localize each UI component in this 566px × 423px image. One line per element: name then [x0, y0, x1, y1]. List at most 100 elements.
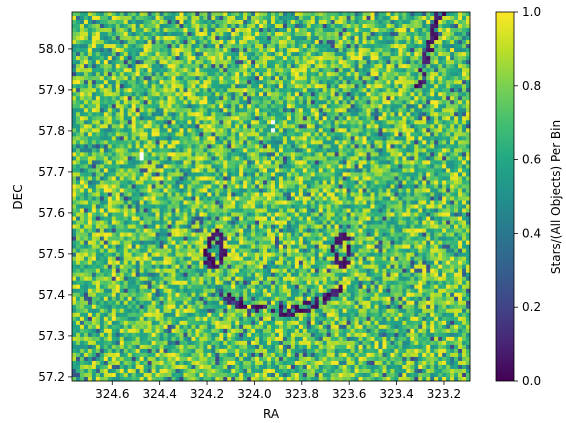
heatmap-cell	[438, 100, 443, 105]
heatmap-cell	[326, 140, 331, 145]
heatmap-cell	[366, 188, 371, 193]
heatmap-cell	[466, 96, 471, 101]
heatmap-cell	[426, 112, 431, 117]
heatmap-cell	[87, 88, 93, 93]
heatmap-cell	[251, 96, 256, 101]
heatmap-cell	[135, 104, 140, 109]
heatmap-cell	[422, 140, 427, 145]
heatmap-cell	[298, 32, 304, 37]
heatmap-cell	[338, 92, 343, 97]
heatmap-cell	[366, 120, 371, 125]
heatmap-cell	[442, 60, 447, 65]
heatmap-cell	[103, 92, 109, 97]
heatmap-cell	[239, 124, 244, 129]
heatmap-cell	[426, 168, 431, 173]
heatmap-cell	[72, 80, 77, 85]
heatmap-cell	[91, 76, 97, 81]
heatmap-cell	[338, 184, 343, 189]
heatmap-cell	[454, 136, 459, 141]
heatmap-cell	[354, 64, 359, 69]
heatmap-cell	[211, 60, 216, 65]
heatmap-cell	[171, 164, 176, 169]
heatmap-cell	[207, 200, 212, 205]
heatmap-cell	[215, 204, 220, 209]
heatmap-cell	[135, 148, 140, 153]
heatmap-cell	[338, 80, 343, 85]
heatmap-cell	[282, 32, 288, 37]
heatmap-cell	[326, 52, 331, 57]
heatmap-cell	[426, 108, 431, 113]
heatmap-cell	[366, 192, 371, 197]
heatmap-cell	[95, 80, 101, 85]
heatmap-cell	[79, 192, 85, 197]
heatmap-cell	[243, 20, 248, 25]
heatmap-cell	[223, 56, 228, 61]
heatmap-cell	[462, 168, 467, 173]
heatmap-cell	[107, 12, 113, 17]
heatmap-cell	[314, 60, 320, 65]
heatmap-cell	[227, 96, 232, 101]
heatmap-cell	[155, 16, 160, 21]
heatmap-cell	[239, 96, 244, 101]
heatmap-cell	[282, 196, 288, 201]
heatmap-cell	[167, 204, 172, 209]
heatmap-cell	[330, 144, 335, 149]
heatmap-cell	[239, 40, 244, 45]
heatmap-cell	[259, 88, 264, 93]
heatmap-cell	[99, 100, 105, 105]
heatmap-cell	[239, 136, 244, 141]
heatmap-cell	[119, 156, 125, 161]
heatmap-cell	[115, 20, 121, 25]
heatmap-cell	[87, 164, 93, 169]
heatmap-cell	[79, 112, 85, 117]
heatmap-cell	[450, 40, 455, 45]
heatmap-cell	[314, 80, 320, 85]
heatmap-cell	[175, 92, 180, 97]
heatmap-cell	[342, 184, 347, 189]
heatmap-cell	[458, 192, 463, 197]
heatmap-cell	[139, 124, 144, 129]
heatmap-cell	[207, 12, 212, 17]
heatmap-cell	[382, 116, 387, 121]
heatmap-cell	[454, 76, 459, 81]
heatmap-cell	[235, 96, 240, 101]
heatmap-cell	[211, 28, 216, 33]
heatmap-cell	[139, 152, 144, 157]
heatmap-cell	[362, 156, 367, 161]
heatmap-cell	[239, 92, 244, 97]
heatmap-cell	[274, 196, 280, 201]
heatmap-cell	[422, 76, 427, 81]
heatmap-cell	[231, 160, 236, 165]
heatmap-cell	[211, 48, 216, 53]
heatmap-cell	[155, 176, 160, 181]
heatmap-cell	[434, 176, 439, 181]
heatmap-cell	[434, 48, 439, 53]
heatmap-cell	[358, 180, 363, 185]
heatmap-cell	[330, 32, 335, 37]
heatmap-cell	[103, 100, 109, 105]
heatmap-cell	[350, 32, 355, 37]
heatmap-cell	[374, 44, 379, 49]
heatmap-cell	[267, 160, 272, 165]
heatmap-cell	[358, 40, 363, 45]
heatmap-cell	[398, 40, 403, 45]
heatmap-cell	[211, 68, 216, 73]
heatmap-cell	[462, 164, 467, 169]
heatmap-cell	[410, 144, 415, 149]
heatmap-cell	[179, 128, 184, 133]
heatmap-cell	[179, 16, 184, 21]
heatmap-cell	[175, 72, 180, 77]
heatmap-cell	[314, 20, 320, 25]
heatmap-cell	[310, 180, 316, 185]
heatmap-cell	[298, 160, 304, 165]
heatmap-cell	[394, 52, 399, 57]
heatmap-cell	[454, 140, 459, 145]
heatmap-cell	[434, 200, 439, 205]
heatmap-cell	[462, 108, 467, 113]
heatmap-cell	[430, 188, 435, 193]
heatmap-cell	[111, 68, 117, 73]
heatmap-cell	[274, 44, 280, 49]
heatmap-cell	[310, 76, 316, 81]
heatmap-cell	[167, 144, 172, 149]
heatmap-cell	[306, 52, 312, 57]
